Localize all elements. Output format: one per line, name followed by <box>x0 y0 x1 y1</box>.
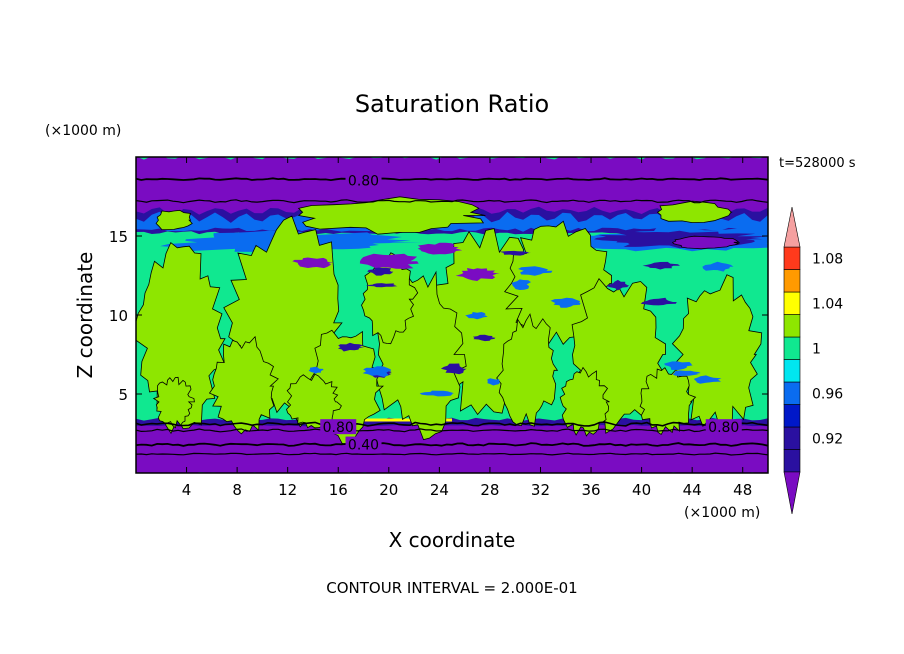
colorbar-segment <box>783 449 801 473</box>
colorbar-tick-label: 0.92 <box>812 431 843 447</box>
x-tick-label: 8 <box>232 481 242 499</box>
x-axis: 4 8 12 16 20 24 28 32 36 40 44 48 <box>182 157 752 499</box>
x-tick-label: 20 <box>379 481 398 499</box>
cloud-turret <box>671 274 763 431</box>
dry-pocket <box>417 242 463 255</box>
colorbar-segment <box>783 336 801 360</box>
colorbar: 0.92 0.96 1 1.04 1.08 <box>783 206 843 515</box>
colorbar-over-triangle <box>783 206 801 248</box>
contour-labels: 0.80 0.80 0.40 0.80 <box>320 172 742 454</box>
contour-label-bg <box>345 436 382 452</box>
plot-area <box>136 157 768 473</box>
x-tick-label: 40 <box>632 481 651 499</box>
contour-label: 0.80 <box>708 420 739 436</box>
y-tick-label: 5 <box>118 386 128 404</box>
colorbar-segment <box>783 314 801 338</box>
moist-streak <box>550 297 581 308</box>
cloud-turret <box>152 376 195 429</box>
moist-streak <box>642 261 680 270</box>
colorbar-tick-label: 1.08 <box>812 251 843 267</box>
x-tick-label: 48 <box>733 481 752 499</box>
moist-streak <box>308 366 324 374</box>
moist-streak <box>367 266 394 276</box>
moist-streak <box>694 375 722 384</box>
moist-streak <box>664 361 694 370</box>
cloud-turret <box>361 252 419 345</box>
colorbar-segment <box>783 291 801 315</box>
upper-dry-core <box>671 235 741 250</box>
lower-moist-strip <box>344 418 452 422</box>
moist-streak <box>518 266 553 276</box>
colorbar-segment <box>783 359 801 383</box>
colorbar-segment <box>783 269 801 293</box>
contour-upper-edge <box>136 199 768 204</box>
cloud-top-blob <box>155 209 193 231</box>
moist-streak <box>640 297 677 306</box>
moist-streak <box>362 366 391 377</box>
x-tick-label: 36 <box>581 481 600 499</box>
colorbar-under-triangle <box>783 471 801 515</box>
contour-label: 0.80 <box>348 174 379 190</box>
cloud-turret <box>639 367 697 435</box>
moist-streak <box>487 378 501 386</box>
x-unit-label: (×1000 m) <box>684 505 760 521</box>
moist-streak <box>419 390 455 397</box>
moist-streak <box>511 279 531 290</box>
contour-label-bg <box>345 172 382 188</box>
time-label: t=528000 s <box>779 156 856 171</box>
chart-title: Saturation Ratio <box>355 90 549 118</box>
dry-pocket <box>455 268 500 281</box>
contour-label: 0.80 <box>323 420 354 436</box>
moist-streak <box>440 363 467 375</box>
y-axis-label: Z coordinate <box>73 252 97 379</box>
colorbar-tick-label: 1 <box>812 341 821 357</box>
colorbar-segment <box>783 381 801 405</box>
cloud-top-blob <box>297 196 486 235</box>
contour-lines <box>136 177 768 456</box>
contour-label-bg <box>705 419 742 435</box>
colorbar-segment <box>783 404 801 428</box>
colorbar-segment <box>783 426 801 450</box>
x-tick-label: 16 <box>329 481 348 499</box>
contour-label-bg <box>320 419 357 435</box>
x-tick-label: 12 <box>278 481 297 499</box>
x-tick-label: 44 <box>683 481 702 499</box>
colorbar-segment <box>783 246 801 270</box>
contour-0.40-lower <box>136 442 768 447</box>
colorbar-tick-label: 1.04 <box>812 296 843 312</box>
cloud-top-blob <box>656 200 733 224</box>
moist-streak <box>702 261 734 272</box>
x-tick-label: 28 <box>480 481 499 499</box>
dry-pocket <box>359 253 419 269</box>
moist-streak <box>365 283 398 288</box>
moist-streak <box>606 279 630 291</box>
x-tick-label: 32 <box>531 481 550 499</box>
moist-streak <box>465 312 488 320</box>
cloud-turret <box>496 313 559 427</box>
moist-streak <box>499 250 531 256</box>
contour-lower-2 <box>136 428 768 433</box>
cloud-turret <box>559 366 610 437</box>
x-axis-label: X coordinate <box>389 528 516 552</box>
x-tick-label: 24 <box>430 481 449 499</box>
y-tick-label: 10 <box>109 307 128 325</box>
lower-dry-layer-fill <box>136 418 768 473</box>
contour-lower-3 <box>136 452 768 456</box>
dry-pocket <box>292 257 334 269</box>
y-axis: 5 10 15 <box>109 228 768 404</box>
y-tick-label: 15 <box>109 228 128 246</box>
moist-streak <box>672 370 701 376</box>
contour-interval-footer: CONTOUR INTERVAL = 2.000E-01 <box>326 579 577 597</box>
contour-0.80-lower <box>136 421 768 427</box>
moist-streak <box>472 334 496 342</box>
contour-0.80-upper <box>136 177 768 182</box>
colorbar-tick-label: 0.96 <box>812 386 843 402</box>
cloud-turret <box>208 335 279 435</box>
y-unit-label: (×1000 m) <box>45 123 121 139</box>
x-tick-label: 4 <box>182 481 192 499</box>
contour-label: 0.40 <box>348 438 379 454</box>
moist-streak <box>338 342 365 352</box>
